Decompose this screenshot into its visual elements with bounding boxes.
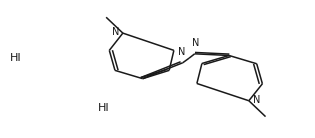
Text: N: N [112, 27, 119, 37]
Text: N: N [178, 47, 186, 57]
Text: HI: HI [98, 103, 109, 113]
Text: methyl: methyl [87, 7, 119, 16]
Text: N: N [253, 95, 260, 105]
Text: HI: HI [9, 53, 21, 63]
Text: N: N [192, 38, 199, 48]
